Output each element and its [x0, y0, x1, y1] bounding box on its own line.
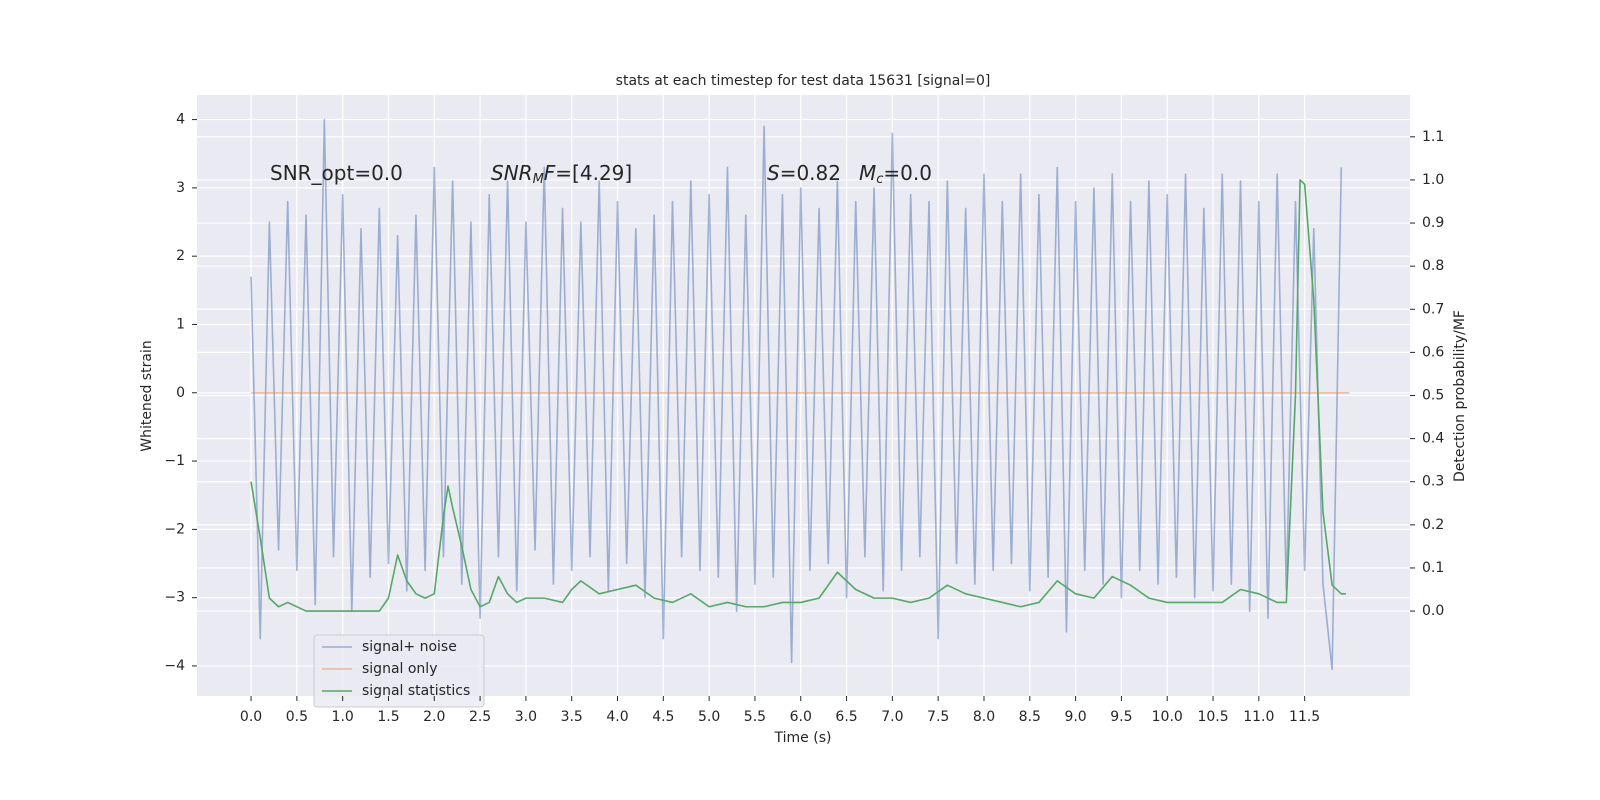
annotation: Mc=0.0: [859, 161, 932, 187]
x-tick-label: 11.5: [1289, 709, 1320, 725]
y2-tick-label: 0.0: [1422, 603, 1444, 619]
x-tick-label: 4.5: [652, 709, 674, 725]
annotation-text: =0.0: [883, 161, 932, 185]
x-tick-label: 8.5: [1019, 709, 1041, 725]
y2-tick-label: 0.2: [1422, 517, 1444, 533]
y2-tick-label: 1.1: [1422, 129, 1444, 145]
annotation: S=0.82: [767, 161, 841, 185]
annotation-text: M: [533, 172, 544, 187]
y2-tick-label: 0.8: [1422, 258, 1444, 274]
y-tick-label: 4: [176, 112, 185, 128]
y2-tick-label: 0.3: [1422, 474, 1444, 490]
x-axis-label: Time (s): [774, 730, 832, 746]
y2-axis-label: Detection probability/MF: [1452, 310, 1468, 482]
x-tick-label: 5.5: [744, 709, 766, 725]
annotation-text: M: [859, 161, 876, 185]
annotation: SNRMF=[4.29]: [491, 161, 632, 187]
y-tick-label: −1: [164, 453, 185, 469]
annotation-text: F: [544, 161, 556, 185]
y-tick-label: 3: [176, 180, 185, 196]
annotation: SNR_opt=0.0: [270, 161, 403, 185]
y-tick-label: 0: [176, 385, 185, 401]
y-tick-label: −3: [164, 590, 185, 606]
annotation-text: =0.82: [780, 161, 841, 185]
x-tick-label: 9.5: [1110, 709, 1132, 725]
y-axis-label: Whitened strain: [139, 340, 155, 451]
series-line: [250, 118, 1343, 671]
annotation-text: =[4.29]: [555, 161, 632, 185]
y2-tick-label: 0.1: [1422, 560, 1444, 576]
y-tick-label: −2: [164, 521, 185, 537]
y-tick-label: 2: [176, 248, 185, 264]
y2-tick-label: 0.6: [1422, 344, 1444, 360]
x-tick-label: 8.0: [973, 709, 995, 725]
x-tick-label: 6.5: [835, 709, 857, 725]
y2-tick-label: 0.4: [1422, 431, 1444, 447]
x-tick-label: 0.5: [286, 709, 308, 725]
x-tick-label: 3.5: [561, 709, 583, 725]
x-tick-label: 7.0: [881, 709, 903, 725]
y-tick-label: 1: [176, 316, 185, 332]
y2-tick-label: 0.9: [1422, 215, 1444, 231]
legend-label: signal only: [362, 661, 437, 677]
x-tick-label: 1.5: [377, 709, 399, 725]
x-tick-label: 1.0: [332, 709, 354, 725]
y-tick-label: −4: [164, 658, 185, 674]
legend-label: signal statistics: [362, 683, 470, 699]
annotation-text: c: [876, 172, 883, 187]
x-tick-label: 9.0: [1064, 709, 1086, 725]
x-tick-label: 10.0: [1152, 709, 1183, 725]
x-tick-label: 7.5: [927, 709, 949, 725]
chart-title: stats at each timestep for test data 156…: [616, 73, 991, 89]
series-line: [250, 179, 1346, 612]
y2-tick-label: 0.5: [1422, 388, 1444, 404]
annotation-text: SNR: [491, 161, 533, 185]
x-tick-label: 4.0: [606, 709, 628, 725]
annotation-text: S: [767, 161, 780, 185]
x-tick-label: 5.0: [698, 709, 720, 725]
legend-label: signal+ noise: [362, 639, 457, 655]
x-tick-label: 11.0: [1243, 709, 1274, 725]
y2-tick-label: 0.7: [1422, 301, 1444, 317]
y2-tick-label: 1.0: [1422, 172, 1444, 188]
annotation-text: SNR_opt=0.0: [270, 161, 403, 185]
x-tick-label: 0.0: [240, 709, 262, 725]
x-tick-label: 2.0: [423, 709, 445, 725]
x-tick-label: 6.0: [790, 709, 812, 725]
legend-box: [313, 634, 485, 708]
x-tick-label: 10.5: [1197, 709, 1228, 725]
x-tick-label: 2.5: [469, 709, 491, 725]
x-tick-label: 3.0: [515, 709, 537, 725]
